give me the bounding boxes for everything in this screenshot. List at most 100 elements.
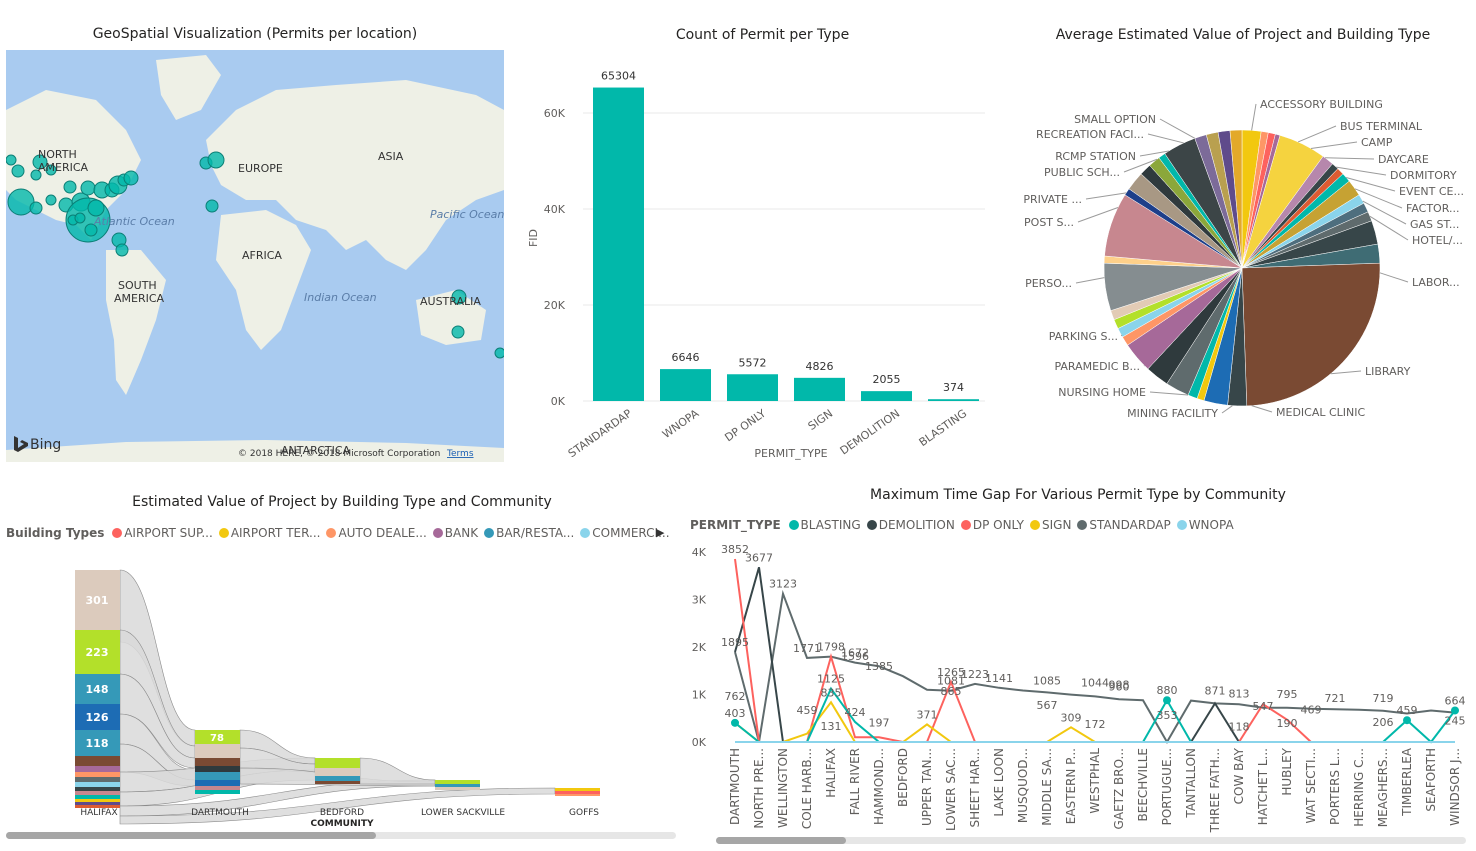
australia-land bbox=[416, 290, 486, 345]
sankey-legend-item[interactable]: BAR/RESTA... bbox=[484, 526, 574, 540]
map-bubble[interactable] bbox=[115, 243, 129, 257]
sankey-node-segment[interactable] bbox=[75, 782, 120, 787]
bar[interactable] bbox=[928, 399, 979, 401]
sankey-node-segment[interactable] bbox=[555, 788, 600, 791]
sankey-node-segment[interactable] bbox=[75, 570, 120, 630]
label-north-america: NORTH AMERICA bbox=[38, 148, 89, 174]
line-data-label: 880 bbox=[1157, 684, 1178, 697]
map-bubble[interactable] bbox=[11, 164, 25, 178]
line-legend-item[interactable]: DP ONLY bbox=[960, 518, 1024, 532]
sankey-node-segment[interactable] bbox=[75, 791, 120, 795]
map-bubble[interactable] bbox=[45, 194, 57, 206]
sankey-scrollbar[interactable] bbox=[6, 832, 676, 839]
sankey-node-segment[interactable] bbox=[195, 790, 240, 794]
map-bubble[interactable] bbox=[7, 188, 35, 216]
map-bubble[interactable] bbox=[205, 199, 219, 213]
line-marker[interactable] bbox=[1163, 696, 1171, 705]
sankey-node-segment[interactable] bbox=[315, 768, 360, 776]
sankey-node-segment[interactable] bbox=[75, 766, 120, 772]
sankey-node-segment[interactable] bbox=[435, 780, 480, 784]
map-bubble[interactable] bbox=[30, 169, 42, 181]
sankey-legend-item[interactable]: BANK bbox=[432, 526, 478, 540]
sankey-community-label: LOWER SACKVILLE bbox=[421, 808, 505, 818]
sankey-node-segment[interactable] bbox=[315, 758, 360, 768]
pie-slice[interactable] bbox=[1229, 129, 1243, 269]
pie-chart: ACCESSORY BUILDING BUS TERMINAL CAMP DAYCAR… bbox=[1023, 98, 1464, 420]
label-asia: ASIA bbox=[378, 150, 404, 163]
sankey-legend-item[interactable]: AIRPORT SUP... bbox=[112, 526, 213, 540]
sankey-node-segment[interactable] bbox=[75, 674, 120, 704]
sankey-node-segment[interactable] bbox=[195, 780, 240, 786]
map-bubble[interactable] bbox=[123, 170, 139, 186]
map-bubble[interactable] bbox=[494, 347, 504, 359]
sankey-node-segment[interactable] bbox=[75, 772, 120, 777]
sankey-node-segment[interactable] bbox=[75, 630, 120, 674]
sankey-node-segment[interactable] bbox=[75, 777, 120, 782]
bar[interactable] bbox=[861, 391, 912, 401]
map-bubble[interactable] bbox=[32, 154, 48, 170]
sankey-node-segment[interactable] bbox=[75, 730, 120, 756]
sankey-node-segment[interactable] bbox=[195, 730, 240, 744]
sankey-legend-item[interactable]: AIRPORT TER... bbox=[218, 526, 321, 540]
line-legend-item[interactable]: STANDARDAP bbox=[1077, 518, 1171, 532]
sankey-scroll-thumb[interactable] bbox=[6, 832, 376, 839]
sankey-node-segment[interactable] bbox=[315, 776, 360, 781]
sankey-node-segment[interactable] bbox=[555, 791, 600, 794]
map-bubble[interactable] bbox=[451, 325, 465, 339]
line-legend-item[interactable]: SIGN bbox=[1029, 518, 1071, 532]
legend-label: AIRPORT TER... bbox=[230, 526, 321, 540]
pie-leader-line bbox=[1297, 125, 1337, 143]
sankey-node-segment[interactable] bbox=[195, 772, 240, 780]
line-scrollbar[interactable] bbox=[716, 837, 1466, 844]
sankey-node-segment[interactable] bbox=[195, 766, 240, 772]
line-legend-item[interactable]: BLASTING bbox=[788, 518, 861, 532]
world-map[interactable]: NORTH AMERICA EUROPE ASIA AFRICA SOUTH AME… bbox=[6, 50, 504, 462]
map-bubble[interactable] bbox=[84, 223, 98, 237]
sankey-node-segment[interactable] bbox=[75, 805, 120, 808]
line-marker[interactable] bbox=[1403, 716, 1411, 725]
map-bubble[interactable] bbox=[451, 289, 467, 305]
bar[interactable] bbox=[660, 369, 711, 401]
line-marker[interactable] bbox=[1451, 706, 1459, 715]
sankey-node-segment[interactable] bbox=[315, 781, 360, 784]
map-bubble[interactable] bbox=[207, 151, 225, 169]
map-bubble[interactable] bbox=[87, 199, 105, 217]
sankey-legend-item[interactable]: AUTO DEALE... bbox=[326, 526, 427, 540]
pie-slice[interactable] bbox=[1241, 262, 1381, 407]
pie-label: BUS TERMINAL bbox=[1340, 120, 1423, 133]
sankey-node-segment[interactable] bbox=[75, 799, 120, 802]
sankey-legend-item[interactable]: COMMERCI... bbox=[580, 526, 670, 540]
line-series[interactable] bbox=[734, 589, 1456, 745]
legend-next-arrow[interactable]: ▶ bbox=[656, 526, 665, 539]
line-data-label: 459 bbox=[1397, 704, 1418, 717]
sankey-node-segment[interactable] bbox=[75, 802, 120, 805]
line-legend-item[interactable]: DEMOLITION bbox=[866, 518, 955, 532]
sankey-flow[interactable] bbox=[359, 757, 436, 785]
map-bubble[interactable] bbox=[29, 201, 43, 215]
map-bubble[interactable] bbox=[45, 164, 57, 176]
line-scroll-thumb[interactable] bbox=[716, 837, 846, 844]
sankey-node-segment[interactable] bbox=[195, 758, 240, 766]
line-marker[interactable] bbox=[731, 718, 739, 727]
sankey-node-segment[interactable] bbox=[75, 795, 120, 799]
sankey-node-segment[interactable] bbox=[195, 786, 240, 790]
sankey-node-segment[interactable] bbox=[555, 794, 600, 796]
map-bubble[interactable] bbox=[63, 180, 77, 194]
map-bubble[interactable] bbox=[6, 154, 17, 166]
sankey-node-segment[interactable] bbox=[435, 787, 480, 790]
sankey-node-segment[interactable] bbox=[75, 787, 120, 791]
sankey-legend: Building Types AIRPORT SUP... AIRPORT TER… bbox=[6, 526, 676, 540]
legend-label: AUTO DEALE... bbox=[338, 526, 427, 540]
bar[interactable] bbox=[794, 377, 845, 401]
sankey-node-segment[interactable] bbox=[435, 784, 480, 787]
map-bubble[interactable] bbox=[80, 180, 96, 196]
bar[interactable] bbox=[593, 87, 644, 401]
sankey-node-segment[interactable] bbox=[75, 704, 120, 730]
pie-label: SMALL OPTION bbox=[1074, 113, 1156, 126]
bar[interactable] bbox=[727, 374, 778, 401]
terms-link[interactable]: Terms bbox=[446, 449, 474, 459]
sankey-node-segment[interactable] bbox=[75, 756, 120, 766]
sankey-node-segment[interactable] bbox=[195, 744, 240, 758]
map-bubble[interactable] bbox=[74, 212, 86, 224]
line-legend-item[interactable]: WNOPA bbox=[1176, 518, 1234, 532]
